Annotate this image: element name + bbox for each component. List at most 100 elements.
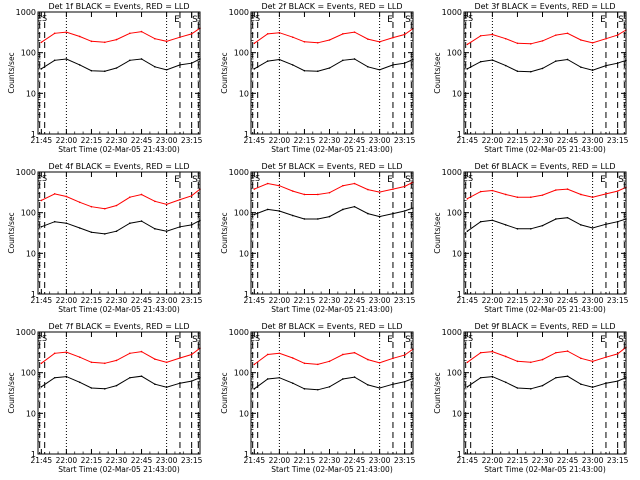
data-point-lld [591, 196, 594, 199]
data-point-lld [378, 41, 381, 43]
data-point-lld [190, 353, 193, 356]
data-point-lld [605, 356, 607, 359]
x-axis-label: Start Time (02-Mar-05 21:43:00) [271, 145, 393, 154]
y-tick-label: 100 [21, 209, 36, 218]
data-point-events [40, 385, 43, 388]
data-point-events [504, 381, 507, 384]
data-point-events [266, 208, 269, 211]
data-point-lld [466, 361, 469, 364]
data-point-events [616, 62, 619, 65]
y-tick-label: 1 [457, 290, 462, 299]
data-point-events [541, 384, 544, 387]
y-tick-label: 1000 [442, 328, 462, 337]
data-point-events [555, 60, 557, 62]
marker-label-es: ES [250, 174, 260, 183]
x-tick-label: 22:00 [482, 136, 504, 145]
data-point-lld [479, 351, 482, 354]
x-tick-label: 21:45 [31, 456, 53, 465]
y-axis-label: Counts/sec [220, 372, 229, 413]
data-point-lld [516, 196, 519, 199]
data-point-lld [40, 199, 43, 202]
data-point-events [541, 67, 544, 70]
data-point-lld [278, 31, 281, 34]
data-point-lld [104, 362, 106, 365]
data-point-events [616, 380, 619, 382]
x-tick-label: 22:00 [482, 456, 504, 465]
x-tick-label: 23:00 [156, 296, 178, 305]
x-tick-label: 23:00 [582, 456, 604, 465]
series-line-lld [41, 347, 201, 364]
y-tick-label: 100 [447, 49, 462, 58]
x-tick-label: 21:45 [244, 136, 266, 145]
data-point-events [154, 65, 156, 68]
marker-label-es: ES [37, 14, 47, 23]
y-axis-label: Counts/sec [7, 212, 16, 253]
data-point-events [566, 216, 569, 219]
data-point-lld [342, 33, 344, 35]
data-point-lld [53, 352, 56, 355]
data-point-events [90, 387, 93, 389]
x-tick-label: 22:15 [294, 456, 316, 465]
x-tick-label: 23:15 [181, 456, 203, 465]
data-point-events [378, 215, 381, 218]
marker-label-s: S [618, 335, 624, 345]
marker-label-s: S [405, 175, 411, 185]
marker-label-s: S [405, 15, 411, 25]
plot-frame [250, 331, 414, 455]
data-point-events [165, 68, 168, 71]
data-point-lld [591, 360, 594, 363]
y-tick-label: 1000 [229, 328, 249, 337]
data-point-events [115, 384, 118, 387]
x-tick-label: 22:00 [269, 136, 291, 145]
data-point-lld [40, 41, 43, 44]
data-point-events [530, 388, 532, 390]
data-point-lld [253, 188, 256, 190]
x-tick-label: 21:45 [31, 296, 53, 305]
data-point-lld [555, 34, 557, 36]
y-tick-label: 100 [21, 49, 36, 58]
data-point-events [140, 58, 143, 60]
data-point-events [253, 213, 256, 216]
y-axis-label: Counts/sec [433, 212, 442, 253]
data-point-lld [115, 38, 118, 41]
data-point-lld [580, 357, 582, 360]
marker-label-es: ES [37, 334, 47, 343]
data-point-lld [303, 362, 306, 365]
data-point-lld [530, 196, 532, 199]
data-point-lld [291, 190, 294, 192]
x-tick-label: 22:45 [344, 456, 366, 465]
data-point-events [165, 230, 168, 233]
data-point-events [516, 228, 519, 230]
plot-frame [250, 11, 414, 135]
data-point-events [403, 210, 406, 212]
data-point-lld [566, 350, 569, 352]
data-point-lld [154, 37, 156, 40]
x-tick-label: 22:30 [106, 296, 128, 305]
y-tick-label: 1 [244, 290, 249, 299]
marker-label-e: E [600, 335, 606, 345]
data-point-lld [278, 184, 281, 187]
x-axis-label: Start Time (02-Mar-05 21:43:00) [58, 145, 180, 154]
data-point-lld [179, 357, 181, 359]
data-point-lld [140, 193, 143, 196]
data-point-lld [328, 191, 331, 194]
x-tick-label: 23:00 [369, 456, 391, 465]
marker-label-e: E [174, 15, 180, 25]
data-point-lld [278, 352, 281, 355]
data-point-events [253, 388, 256, 390]
data-point-lld [104, 207, 106, 210]
marker-label-s: S [192, 335, 198, 345]
x-tick-label: 22:45 [131, 456, 153, 465]
x-tick-label: 22:45 [344, 136, 366, 145]
marker-label-e: E [387, 175, 393, 185]
data-point-lld [616, 353, 619, 355]
x-tick-label: 22:00 [56, 456, 78, 465]
data-point-lld [541, 358, 544, 361]
data-point-events [491, 375, 494, 378]
marker-label-e: E [174, 175, 180, 185]
